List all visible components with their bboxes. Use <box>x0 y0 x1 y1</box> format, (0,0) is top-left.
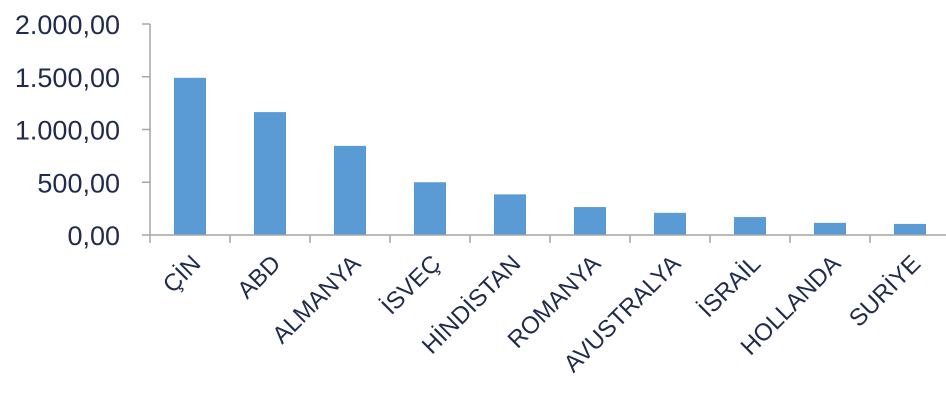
x-category-label: İSVEÇ <box>376 250 446 320</box>
y-tick-label: 0,00 <box>67 221 120 251</box>
bar <box>814 222 846 235</box>
y-tick-label: 500,00 <box>37 168 120 198</box>
y-tick-label: 1.500,00 <box>15 63 120 93</box>
x-category-label: İSRAİL <box>693 250 766 323</box>
x-category-label: ALMANYA <box>267 250 366 349</box>
x-category-label: SURİYE <box>844 250 926 332</box>
y-axis: 0,00 500,00 1.000,00 1.500,00 2.000,00 <box>15 10 151 251</box>
bar <box>334 145 366 235</box>
bar <box>734 217 766 235</box>
y-tick-label: 2.000,00 <box>15 10 120 40</box>
bar <box>574 207 606 235</box>
bar <box>894 223 926 235</box>
bars <box>174 77 926 236</box>
bar <box>414 182 446 235</box>
x-category-label: ÇİN <box>158 250 206 298</box>
y-tick-label: 1.000,00 <box>15 116 120 146</box>
bar <box>174 77 206 236</box>
x-category-label: ABD <box>232 250 286 304</box>
bar <box>494 194 526 235</box>
bar <box>254 112 286 235</box>
bar <box>654 212 686 235</box>
